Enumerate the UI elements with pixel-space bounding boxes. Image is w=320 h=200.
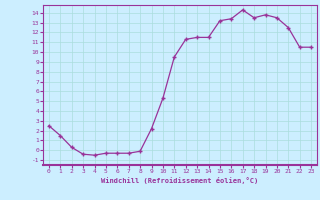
X-axis label: Windchill (Refroidissement éolien,°C): Windchill (Refroidissement éolien,°C) [101,177,259,184]
